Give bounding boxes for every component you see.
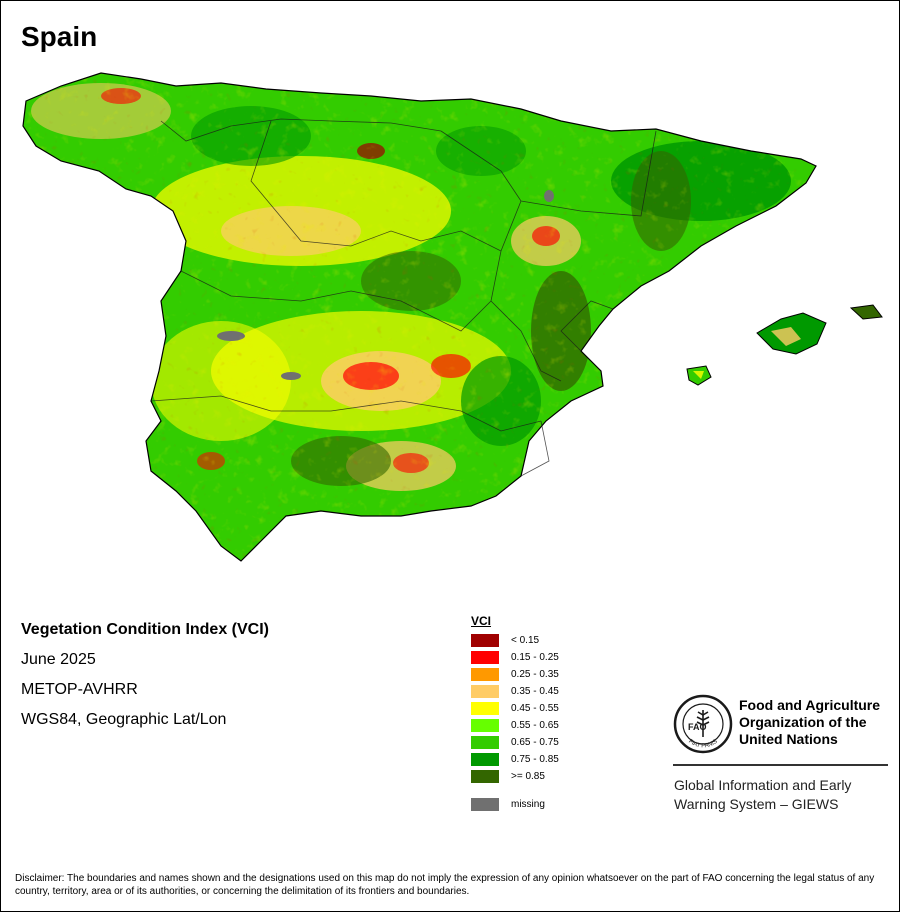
legend-label: < 0.15 xyxy=(511,635,540,646)
legend-swatch xyxy=(471,753,499,766)
balearic-islands xyxy=(686,304,883,386)
organization-name-line: United Nations xyxy=(739,731,838,747)
legend-label: >= 0.85 xyxy=(511,771,545,782)
divider xyxy=(673,764,888,766)
organization-name: Food and Agriculture Organization of the… xyxy=(739,697,880,748)
legend-title: VCI xyxy=(471,614,492,628)
period-label: June 2025 xyxy=(21,651,96,668)
fao-logo-motto: FIAT PANIS xyxy=(687,739,719,750)
legend-label: 0.45 - 0.55 xyxy=(511,703,559,714)
organization-name-line: Food and Agriculture xyxy=(739,697,881,713)
legend-label: 0.15 - 0.25 xyxy=(511,652,559,663)
legend-swatch xyxy=(471,770,499,783)
legend-swatch xyxy=(471,634,499,647)
legend-swatch xyxy=(471,736,499,749)
disclaimer: Disclaimer: The boundaries and names sho… xyxy=(15,873,875,897)
legend-label: 0.65 - 0.75 xyxy=(511,737,559,748)
sensor-label: METOP-AVHRR xyxy=(21,681,138,698)
fao-logo-icon: FAO FIAT PANIS xyxy=(673,694,733,754)
legend-label: 0.55 - 0.65 xyxy=(511,720,559,731)
legend-swatch xyxy=(471,668,499,681)
projection-label: WGS84, Geographic Lat/Lon xyxy=(21,711,227,728)
legend-label: 0.25 - 0.35 xyxy=(511,669,559,680)
giews-name: Global Information and Early Warning Sys… xyxy=(674,776,851,814)
vci-map xyxy=(22,72,883,562)
fao-logo-letter: FAO xyxy=(688,722,707,732)
giews-line: Warning System – GIEWS xyxy=(674,796,839,812)
giews-line: Global Information and Early xyxy=(674,777,852,793)
region-boundaries xyxy=(150,118,657,477)
legend-swatch xyxy=(471,798,499,811)
legend-label: missing xyxy=(511,799,545,810)
legend-label: 0.75 - 0.85 xyxy=(511,754,559,765)
legend-swatch xyxy=(471,719,499,732)
organization-name-line: Organization of the xyxy=(739,714,867,730)
spain-mainland xyxy=(23,73,816,561)
legend-swatch xyxy=(471,651,499,664)
map-title: Spain xyxy=(21,21,98,52)
legend-swatch xyxy=(471,685,499,698)
legend-swatch xyxy=(471,702,499,715)
index-name: Vegetation Condition Index (VCI) xyxy=(21,621,269,638)
legend-label: 0.35 - 0.45 xyxy=(511,686,559,697)
